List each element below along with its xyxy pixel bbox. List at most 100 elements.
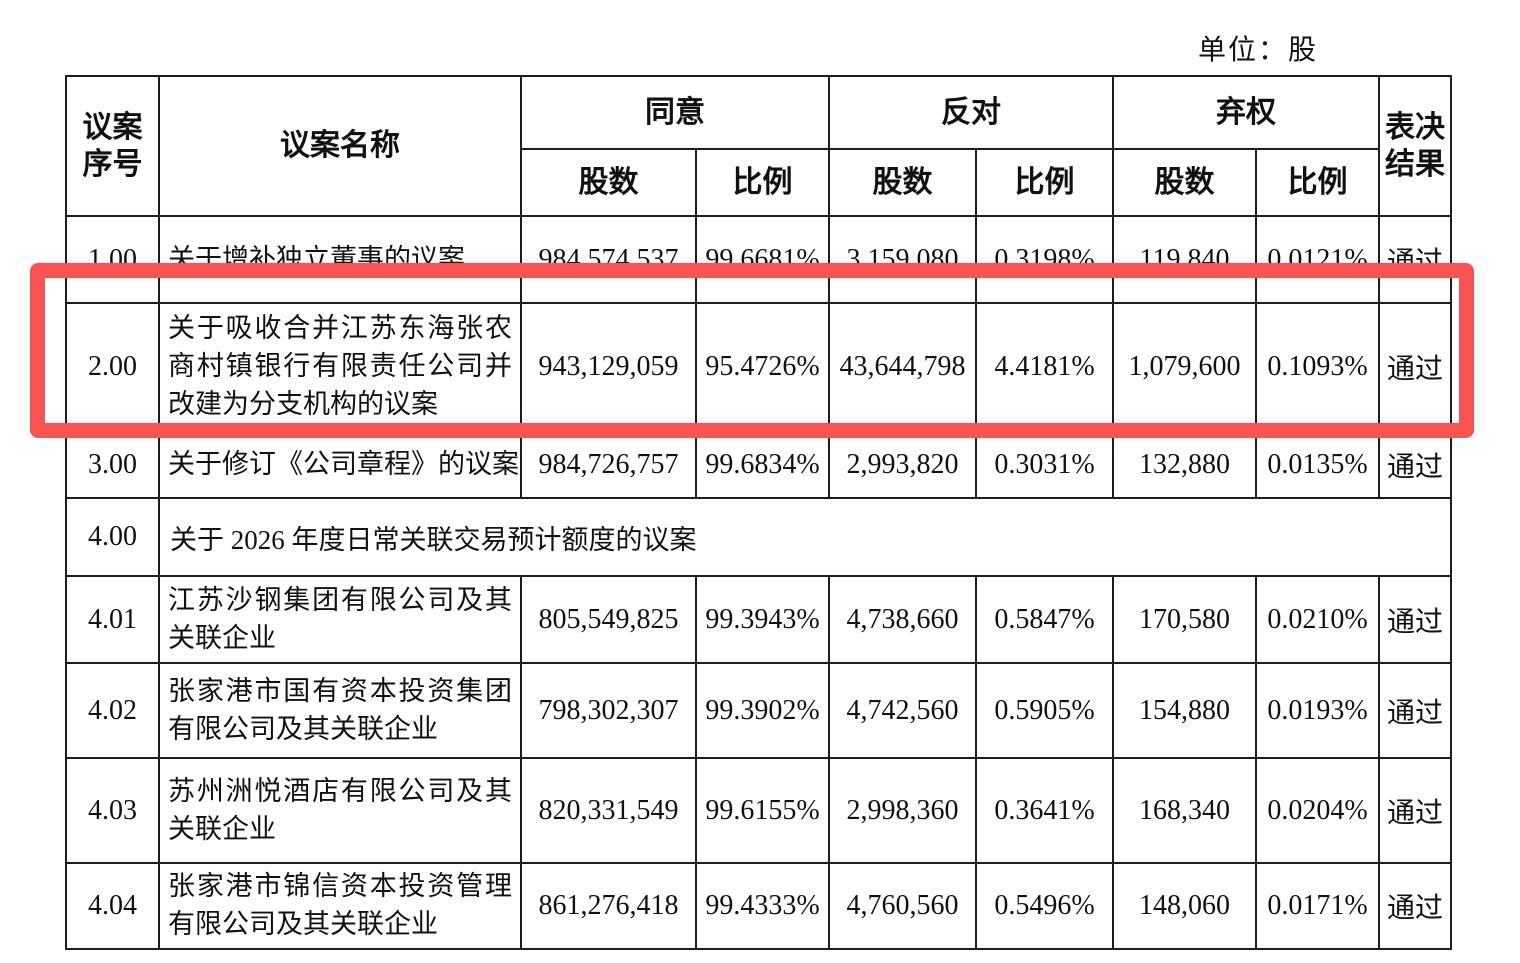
proposal-name-cell: 江苏沙钢集团有限公司及其 关联企业 — [158, 575, 522, 664]
abstain-shares-cell: 132,880 — [1112, 430, 1257, 499]
proposal-no-cell: 4.04 — [65, 862, 160, 950]
abstain-shares-cell: 148,060 — [1112, 862, 1257, 950]
abstain-shares-cell: 170,580 — [1112, 575, 1257, 664]
proposal-name-line: 苏州洲悦酒店有限公司及其 — [168, 775, 512, 806]
unit-label: 单位：股 — [1197, 35, 1318, 66]
agree-ratio-cell: 95.4726% — [695, 302, 830, 432]
header-group-agree: 同意 — [520, 75, 830, 150]
against-ratio-cell: 0.5496% — [975, 862, 1114, 950]
agree-shares-cell: 798,302,307 — [520, 662, 697, 759]
proposal-name-line: 关于吸收合并江苏东海张农 — [168, 313, 512, 344]
agree-ratio-cell: 99.6155% — [695, 757, 830, 864]
table-row: 4.04 张家港市锦信资本投资管理 有限公司及其关联企业 861,276,418 99.… — [65, 862, 1452, 950]
abstain-ratio-cell: 0.0193% — [1255, 662, 1380, 759]
proposal-no-cell: 3.00 — [65, 430, 160, 499]
proposal-name-line: 张家港市国有资本投资集团 — [168, 675, 512, 706]
abstain-shares-cell: 154,880 — [1112, 662, 1257, 759]
against-ratio-cell: 0.5847% — [975, 575, 1114, 664]
agree-ratio-cell: 99.3902% — [695, 662, 830, 759]
agree-shares-cell: 943,129,059 — [520, 302, 697, 432]
abstain-ratio-cell: 0.0210% — [1255, 575, 1380, 664]
proposal-name-cell: 张家港市锦信资本投资管理 有限公司及其关联企业 — [158, 862, 522, 950]
table-row: 4.01 江苏沙钢集团有限公司及其 关联企业 805,549,825 99.3943% 4… — [65, 575, 1452, 664]
table-row: 4.03 苏州洲悦酒店有限公司及其 关联企业 820,331,549 99.6155% 2… — [65, 757, 1452, 864]
table-row: 3.00 关于修订《公司章程》的议案 984,726,757 99.6834% 2,99… — [65, 430, 1452, 499]
agree-ratio-cell: 99.6834% — [695, 430, 830, 499]
against-ratio-cell: 0.5905% — [975, 662, 1114, 759]
header-abstain-ratio: 比例 — [1255, 148, 1380, 217]
header-group-against: 反对 — [828, 75, 1114, 150]
agree-shares-cell: 984,726,757 — [520, 430, 697, 499]
against-shares-cell: 4,760,560 — [828, 862, 977, 950]
abstain-ratio-cell: 0.0171% — [1255, 862, 1380, 950]
against-ratio-cell: 0.3641% — [975, 757, 1114, 864]
abstain-ratio-cell: 0.0135% — [1255, 430, 1380, 499]
against-shares-cell: 3,159,080 — [828, 215, 977, 304]
result-cell: 通过 — [1378, 862, 1452, 950]
against-ratio-cell: 0.3031% — [975, 430, 1114, 499]
table-row: 2.00 关于吸收合并江苏东海张农 商村镇银行有限责任公司并 改建为分支机构的议案 94… — [65, 302, 1452, 432]
agree-ratio-cell: 99.3943% — [695, 575, 830, 664]
against-ratio-cell: 0.3198% — [975, 215, 1114, 304]
proposal-name-cell: 苏州洲悦酒店有限公司及其 关联企业 — [158, 757, 522, 864]
voting-results-table: 议案 序号 议案名称 同意 反对 弃权 表决 结果 股数 比例 股数 比例 股数… — [65, 75, 1452, 950]
abstain-ratio-cell: 0.1093% — [1255, 302, 1380, 432]
proposal-no-cell: 4.00 — [65, 497, 160, 577]
header-agree-ratio: 比例 — [695, 148, 830, 217]
agree-shares-cell: 820,331,549 — [520, 757, 697, 864]
proposal-name-line: 关于修订《公司章程》的议案 — [168, 448, 519, 479]
proposal-name-cell: 张家港市国有资本投资集团 有限公司及其关联企业 — [158, 662, 522, 759]
header-proposal-name: 议案名称 — [158, 75, 522, 217]
header-against-shares: 股数 — [828, 148, 977, 217]
proposal-name-line: 有限公司及其关联企业 — [168, 909, 438, 939]
result-cell: 通过 — [1378, 430, 1452, 499]
table-row: 4.02 张家港市国有资本投资集团 有限公司及其关联企业 798,302,307 99.… — [65, 662, 1452, 759]
agree-ratio-cell: 99.6681% — [695, 215, 830, 304]
proposal-name-cell: 关于吸收合并江苏东海张农 商村镇银行有限责任公司并 改建为分支机构的议案 — [158, 302, 522, 432]
proposal-no-cell: 2.00 — [65, 302, 160, 432]
against-shares-cell: 2,998,360 — [828, 757, 977, 864]
header-abstain-shares: 股数 — [1112, 148, 1257, 217]
abstain-shares-cell: 1,079,600 — [1112, 302, 1257, 432]
agree-shares-cell: 861,276,418 — [520, 862, 697, 950]
result-cell: 通过 — [1378, 575, 1452, 664]
agree-shares-cell: 805,549,825 — [520, 575, 697, 664]
result-cell: 通过 — [1378, 757, 1452, 864]
header-against-ratio: 比例 — [975, 148, 1114, 217]
table-body: 1.00 关于增补独立董事的议案 984,574,537 99.6681% 3,159,… — [65, 215, 1452, 950]
table-row: 1.00 关于增补独立董事的议案 984,574,537 99.6681% 3,159,… — [65, 215, 1452, 304]
abstain-shares-cell: 168,340 — [1112, 757, 1257, 864]
proposal-no-cell: 1.00 — [65, 215, 160, 304]
result-cell: 通过 — [1378, 215, 1452, 304]
agree-shares-cell: 984,574,537 — [520, 215, 697, 304]
abstain-ratio-cell: 0.0121% — [1255, 215, 1380, 304]
proposal-name-line: 江苏沙钢集团有限公司及其 — [168, 584, 512, 615]
proposal-name-line: 商村镇银行有限责任公司并 — [168, 351, 512, 382]
header-group-abstain: 弃权 — [1112, 75, 1380, 150]
against-shares-cell: 4,742,560 — [828, 662, 977, 759]
agree-ratio-cell: 99.4333% — [695, 862, 830, 950]
against-shares-cell: 43,644,798 — [828, 302, 977, 432]
abstain-shares-cell: 119,840 — [1112, 215, 1257, 304]
header-agree-shares: 股数 — [520, 148, 697, 217]
header-result: 表决 结果 — [1378, 75, 1452, 217]
proposal-name-cell: 关于 2026 年度日常关联交易预计额度的议案 — [158, 497, 1452, 577]
proposal-name-line: 改建为分支机构的议案 — [168, 388, 438, 419]
proposal-name-line: 张家港市锦信资本投资管理 — [168, 871, 512, 902]
table-header: 议案 序号 议案名称 同意 反对 弃权 表决 结果 股数 比例 股数 比例 股数… — [65, 75, 1452, 217]
against-shares-cell: 4,738,660 — [828, 575, 977, 664]
against-ratio-cell: 4.4181% — [975, 302, 1114, 432]
proposal-name-line: 关联企业 — [168, 622, 276, 653]
result-cell: 通过 — [1378, 662, 1452, 759]
abstain-ratio-cell: 0.0204% — [1255, 757, 1380, 864]
proposal-name-line: 关联企业 — [168, 813, 276, 844]
proposal-name-line: 有限公司及其关联企业 — [168, 713, 438, 744]
result-cell: 通过 — [1378, 302, 1452, 432]
proposal-name-cell: 关于修订《公司章程》的议案 — [158, 430, 522, 499]
against-shares-cell: 2,993,820 — [828, 430, 977, 499]
proposal-no-cell: 4.03 — [65, 757, 160, 864]
header-proposal-no: 议案 序号 — [65, 75, 160, 217]
proposal-no-cell: 4.01 — [65, 575, 160, 664]
proposal-no-cell: 4.02 — [65, 662, 160, 759]
